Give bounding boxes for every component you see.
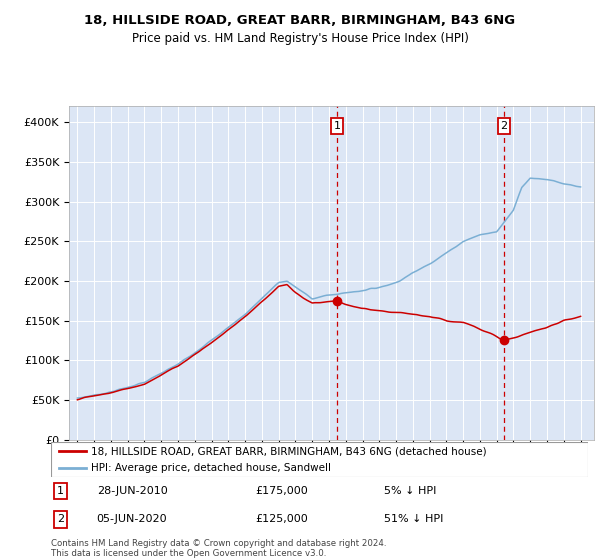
- Text: HPI: Average price, detached house, Sandwell: HPI: Average price, detached house, Sand…: [91, 464, 331, 473]
- Text: £175,000: £175,000: [255, 486, 308, 496]
- Text: 1: 1: [334, 121, 341, 131]
- Text: 18, HILLSIDE ROAD, GREAT BARR, BIRMINGHAM, B43 6NG: 18, HILLSIDE ROAD, GREAT BARR, BIRMINGHA…: [85, 14, 515, 27]
- Text: 2: 2: [57, 515, 64, 524]
- Text: Contains HM Land Registry data © Crown copyright and database right 2024.
This d: Contains HM Land Registry data © Crown c…: [51, 539, 386, 558]
- Text: £125,000: £125,000: [255, 515, 308, 524]
- Text: 05-JUN-2020: 05-JUN-2020: [97, 515, 167, 524]
- Text: 2: 2: [500, 121, 508, 131]
- Text: 51% ↓ HPI: 51% ↓ HPI: [384, 515, 443, 524]
- FancyBboxPatch shape: [51, 442, 588, 477]
- Text: 18, HILLSIDE ROAD, GREAT BARR, BIRMINGHAM, B43 6NG (detached house): 18, HILLSIDE ROAD, GREAT BARR, BIRMINGHA…: [91, 446, 487, 456]
- Text: 1: 1: [57, 486, 64, 496]
- Text: 5% ↓ HPI: 5% ↓ HPI: [384, 486, 436, 496]
- Text: 28-JUN-2010: 28-JUN-2010: [97, 486, 167, 496]
- Text: Price paid vs. HM Land Registry's House Price Index (HPI): Price paid vs. HM Land Registry's House …: [131, 32, 469, 45]
